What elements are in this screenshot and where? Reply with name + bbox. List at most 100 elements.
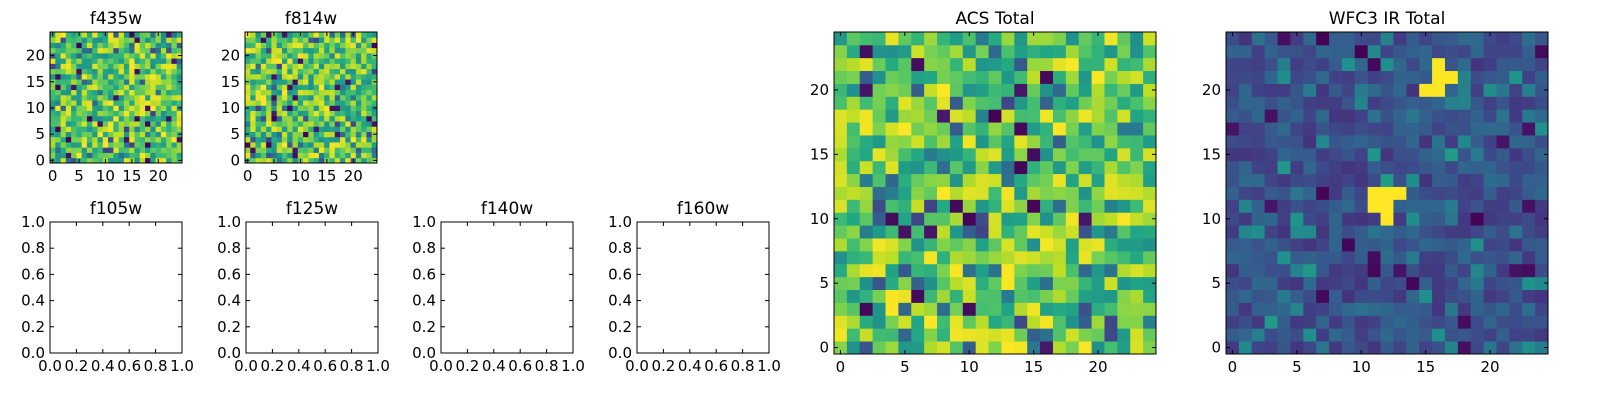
heatmap-cell: [937, 96, 951, 110]
heatmap-cell: [108, 63, 114, 70]
heatmap-cell: [1393, 186, 1407, 200]
heatmap-cell: [1078, 44, 1092, 59]
heatmap-cell: [885, 289, 899, 303]
heatmap-cell: [171, 131, 178, 138]
heatmap-cell: [266, 47, 272, 54]
heatmap-cell: [1052, 160, 1067, 175]
y-tick-label: 1.0: [412, 213, 436, 231]
heatmap-cell: [318, 89, 325, 96]
heatmap-cell: [885, 276, 899, 290]
heatmap-cell: [1104, 250, 1118, 265]
heatmap-cell: [318, 52, 325, 59]
heatmap-cell: [1001, 250, 1015, 265]
heatmap-cell: [371, 110, 378, 117]
heatmap-cell: [308, 63, 315, 70]
heatmap-cell: [361, 73, 367, 80]
heatmap-cell: [324, 42, 330, 49]
heatmap-cell: [366, 115, 373, 122]
heatmap-cell: [287, 152, 293, 159]
heatmap-cell: [345, 142, 351, 148]
heatmap-cell: [1130, 250, 1144, 265]
heatmap-cell: [176, 68, 183, 75]
heatmap-cell: [340, 37, 346, 43]
heatmap-cell: [872, 109, 886, 123]
heatmap-cell: [872, 96, 886, 110]
heatmap-cell: [1509, 96, 1523, 110]
heatmap-cell: [1130, 238, 1144, 252]
heatmap-cell: [166, 58, 172, 64]
heatmap-cell: [355, 100, 362, 106]
heatmap-cell: [340, 126, 346, 132]
heatmap-cell: [361, 152, 367, 159]
heatmap-cell: [1457, 96, 1472, 110]
heatmap-cell: [1052, 328, 1067, 342]
heatmap-cell: [898, 250, 912, 265]
heatmap-cell: [1117, 83, 1131, 97]
heatmap-cell: [1316, 315, 1330, 329]
heatmap-cell: [150, 131, 156, 138]
heatmap-cell: [255, 147, 262, 153]
heatmap-cell: [1001, 302, 1015, 316]
heatmap-cell: [324, 147, 330, 153]
heatmap-cell: [885, 212, 899, 226]
heatmap-cell: [86, 100, 93, 106]
heatmap-cell: [859, 135, 874, 149]
heatmap-cell: [139, 52, 146, 59]
heatmap-cell: [324, 142, 330, 148]
heatmap-cell: [1290, 96, 1304, 110]
heatmap-cell: [318, 147, 325, 153]
heatmap-cell: [313, 68, 320, 75]
heatmap-cell: [260, 121, 267, 127]
heatmap-cell: [834, 83, 848, 97]
heatmap-cell: [60, 73, 67, 80]
heatmap-cell: [150, 63, 156, 70]
heatmap-cell: [1091, 328, 1105, 342]
heatmap-cell: [340, 157, 346, 164]
heatmap-cell: [1065, 199, 1080, 213]
heatmap-cell: [988, 44, 1002, 59]
heatmap-cell: [1341, 225, 1356, 239]
heatmap-cell: [924, 276, 938, 290]
heatmap-cell: [155, 100, 162, 106]
heatmap-cell: [65, 89, 72, 96]
heatmap-cell: [129, 89, 135, 96]
heatmap-cell: [155, 68, 162, 75]
heatmap-cell: [885, 263, 899, 278]
heatmap-cell: [1040, 57, 1054, 72]
heatmap-cell: [313, 42, 320, 49]
x-tick-label: 5: [1292, 358, 1302, 376]
x-tick-label: 10: [291, 167, 310, 185]
heatmap-cell: [937, 199, 951, 213]
heatmap-cell: [102, 79, 109, 85]
heatmap-cell: [1091, 70, 1105, 84]
heatmap-cell: [160, 121, 167, 127]
y-tick-label: 0.2: [21, 318, 45, 336]
heatmap-cell: [55, 152, 61, 159]
heatmap-cell: [113, 73, 120, 80]
heatmap-cell: [962, 186, 977, 200]
heatmap-cell: [250, 142, 256, 148]
heatmap-cell: [1065, 147, 1080, 162]
heatmap-cell: [171, 126, 178, 132]
heatmap-cell: [129, 131, 135, 138]
heatmap-cell: [1104, 135, 1118, 149]
heatmap-cell: [1444, 250, 1459, 265]
heatmap-cell: [287, 147, 293, 153]
heatmap-cell: [1290, 160, 1304, 175]
heatmap-cell: [102, 115, 109, 122]
heatmap-cell: [1117, 328, 1131, 342]
heatmap-cell: [1290, 70, 1304, 84]
heatmap-cell: [1393, 250, 1407, 265]
heatmap-cell: [281, 68, 288, 75]
x-tick-label: 0.4: [91, 357, 115, 375]
heatmap-cell: [139, 131, 146, 138]
heatmap-cell: [50, 63, 56, 70]
heatmap-cell: [1457, 341, 1472, 355]
heatmap-cell: [371, 58, 378, 64]
heatmap-cell: [160, 32, 167, 38]
heatmap-cell: [1264, 289, 1278, 303]
heatmap-cell: [60, 42, 67, 49]
x-tick-label: 10: [96, 167, 115, 185]
heatmap-cell: [355, 89, 362, 96]
heatmap-cell: [1065, 276, 1080, 290]
